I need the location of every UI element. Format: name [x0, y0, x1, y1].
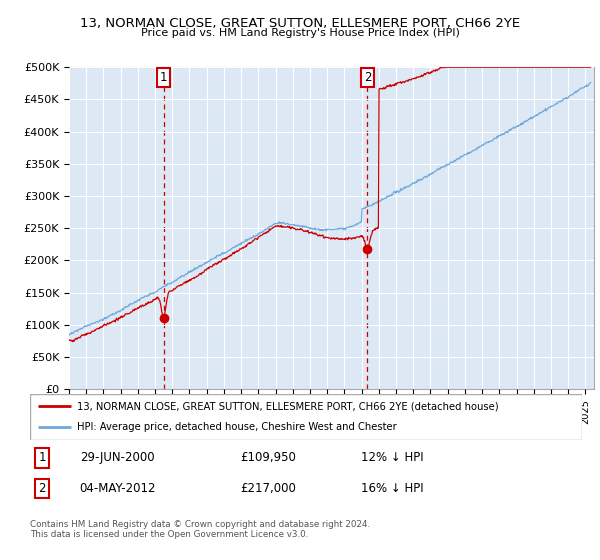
Text: 13, NORMAN CLOSE, GREAT SUTTON, ELLESMERE PORT, CH66 2YE (detached house): 13, NORMAN CLOSE, GREAT SUTTON, ELLESMER… — [77, 401, 499, 411]
Text: 04-MAY-2012: 04-MAY-2012 — [80, 482, 156, 495]
Text: 1: 1 — [160, 71, 167, 84]
Text: Contains HM Land Registry data © Crown copyright and database right 2024.
This d: Contains HM Land Registry data © Crown c… — [30, 520, 370, 539]
Text: 1: 1 — [38, 451, 46, 464]
Text: £109,950: £109,950 — [240, 451, 296, 464]
Text: 13, NORMAN CLOSE, GREAT SUTTON, ELLESMERE PORT, CH66 2YE: 13, NORMAN CLOSE, GREAT SUTTON, ELLESMER… — [80, 17, 520, 30]
Text: Price paid vs. HM Land Registry's House Price Index (HPI): Price paid vs. HM Land Registry's House … — [140, 28, 460, 38]
Text: 16% ↓ HPI: 16% ↓ HPI — [361, 482, 424, 495]
Text: HPI: Average price, detached house, Cheshire West and Chester: HPI: Average price, detached house, Ches… — [77, 422, 397, 432]
Text: £217,000: £217,000 — [240, 482, 296, 495]
Text: 29-JUN-2000: 29-JUN-2000 — [80, 451, 154, 464]
Text: 2: 2 — [38, 482, 46, 495]
Text: 12% ↓ HPI: 12% ↓ HPI — [361, 451, 424, 464]
Text: 2: 2 — [364, 71, 371, 84]
